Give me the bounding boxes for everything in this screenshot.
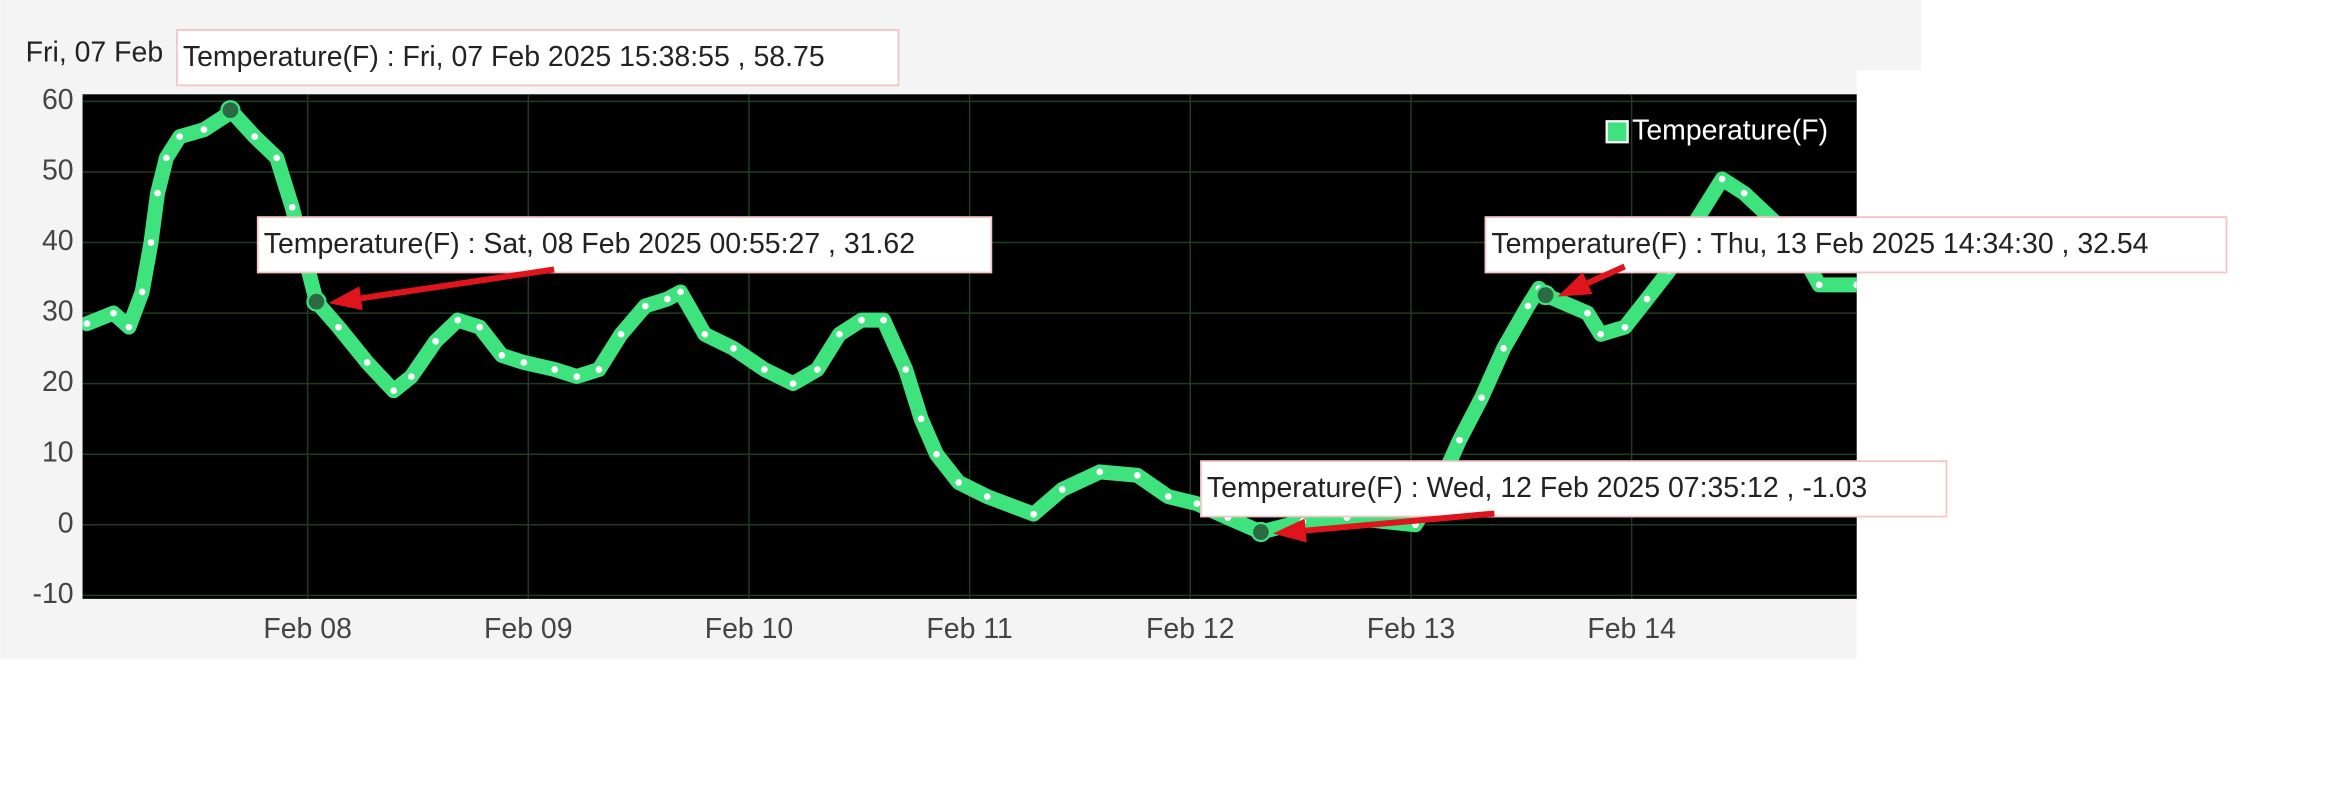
data-point (833, 328, 846, 340)
annotation-arrowhead (328, 286, 363, 311)
data-point (855, 314, 868, 326)
data-point (1498, 342, 1510, 354)
data-point (811, 363, 823, 376)
data-point (430, 335, 442, 347)
x-tick-label: Feb 14 (1587, 613, 1676, 645)
annotation-text: Temperature(F) : Fri, 07 Feb 2025 15:38:… (183, 41, 825, 73)
data-point (518, 356, 530, 369)
data-point (1641, 293, 1653, 305)
annotation-box (175, 29, 900, 87)
data-point (1581, 307, 1594, 319)
data-point (1453, 434, 1466, 446)
y-tick-label: -10 (32, 578, 73, 610)
data-point (699, 328, 711, 340)
annotation-box (256, 216, 993, 274)
annotation-arrowhead (1557, 272, 1593, 297)
x-tick-label: Feb 11 (926, 613, 1012, 645)
data-point (952, 476, 965, 489)
data-point (1619, 321, 1631, 333)
data-point (900, 363, 912, 376)
data-point (1522, 300, 1534, 312)
annotation-point (1535, 285, 1556, 306)
data-point (1056, 483, 1068, 496)
y-tick-label: 40 (42, 225, 74, 257)
x-tick-label: Feb 09 (484, 613, 573, 645)
data-point (639, 300, 651, 312)
data-point (1595, 328, 1607, 340)
data-point (1738, 187, 1750, 199)
annotation-text: Temperature(F) : Wed, 12 Feb 2025 07:35:… (1207, 472, 1867, 504)
data-point (405, 370, 417, 383)
x-tick-label: Feb 08 (263, 613, 352, 645)
y-tick-label: 50 (42, 154, 74, 186)
data-point (1813, 279, 1825, 291)
data-point (136, 286, 148, 298)
data-point (1851, 279, 1857, 291)
y-tick-label: 20 (42, 366, 74, 398)
data-point (661, 293, 673, 305)
annotation-point (306, 291, 327, 312)
data-point (615, 328, 627, 340)
data-point (1716, 173, 1728, 185)
data-point (496, 349, 508, 362)
data-point (549, 363, 561, 376)
background-cut (1856, 70, 1922, 659)
data-point (1028, 508, 1040, 520)
data-point (674, 286, 687, 298)
data-point (593, 363, 605, 376)
annotation-box (1200, 460, 1948, 518)
x-tick-label: Feb 13 (1367, 613, 1456, 645)
data-point (361, 356, 373, 369)
annotation-box (1484, 216, 2228, 274)
annotation-text: Temperature(F) : Sat, 08 Feb 2025 00:55:… (264, 228, 915, 260)
data-point (727, 342, 740, 354)
data-point (332, 321, 345, 333)
legend-swatch (1605, 120, 1629, 144)
data-point (123, 321, 135, 333)
data-point (930, 448, 943, 460)
y-tick-label: 0 (58, 507, 74, 539)
data-point (249, 131, 261, 143)
data-point (787, 378, 799, 390)
data-point (107, 307, 120, 319)
data-point (1094, 466, 1106, 478)
data-point (151, 187, 164, 199)
data-point (452, 314, 464, 326)
data-point (1162, 490, 1174, 503)
data-point (160, 152, 173, 164)
data-point (1475, 392, 1488, 404)
annotation-arrowhead (1272, 518, 1307, 543)
annotation-point (220, 100, 241, 121)
annotation-point (1250, 521, 1272, 543)
annotation-arrow (1305, 510, 1495, 534)
data-point (571, 370, 583, 383)
annotation-arrow (1586, 263, 1626, 286)
data-point (758, 363, 771, 376)
annotation-arrow (360, 266, 555, 302)
x-tick-label: Feb 10 (705, 613, 794, 645)
x-tick-label: Feb 12 (1146, 613, 1235, 645)
data-point (145, 236, 157, 249)
crosshair-header: Fri, 07 Feb (26, 36, 164, 68)
data-point (915, 413, 927, 425)
data-point (1131, 469, 1143, 481)
data-point (198, 123, 210, 136)
annotation-text: Temperature(F) : Thu, 13 Feb 2025 14:34:… (1491, 228, 2148, 260)
data-point (474, 321, 486, 333)
y-tick-label: 10 (42, 437, 74, 469)
data-point (271, 152, 283, 164)
y-tick-label: 30 (42, 296, 74, 328)
data-point (174, 131, 186, 143)
legend-label: Temperature(F) (1632, 114, 1828, 146)
data-point (82, 318, 93, 330)
data-point (286, 201, 298, 213)
data-point (877, 314, 890, 326)
y-tick-label: 60 (42, 84, 74, 116)
data-point (388, 385, 400, 397)
data-point (981, 490, 993, 503)
